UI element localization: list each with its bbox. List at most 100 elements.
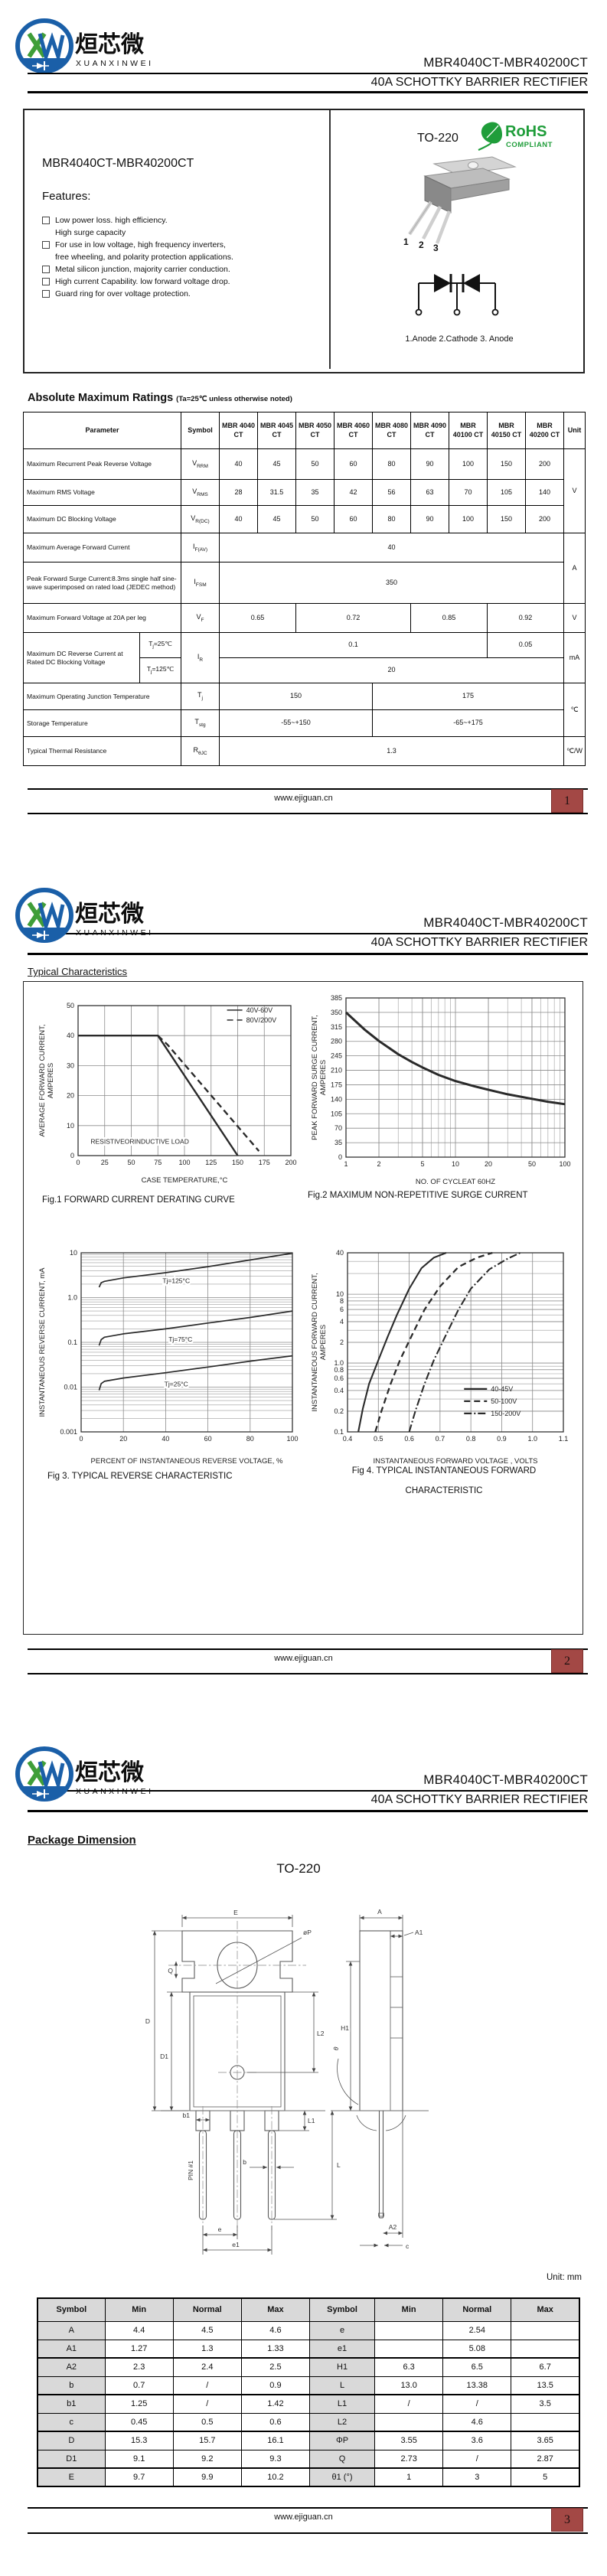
- table-cell: Q: [308, 2449, 376, 2469]
- table-cell: 150: [487, 505, 526, 533]
- page-number: 1: [564, 794, 570, 807]
- fig3-caption: Fig 3. TYPICAL REVERSE CHARACTERISTIC: [47, 1472, 233, 1481]
- table-cell: Max: [240, 2297, 310, 2322]
- svg-text:1.0: 1.0: [334, 1359, 344, 1367]
- svg-text:0.1: 0.1: [334, 1428, 344, 1436]
- divider: [28, 1790, 588, 1792]
- table-cell: c: [37, 2412, 106, 2432]
- dim-label-e: e: [218, 2225, 222, 2233]
- divider: [329, 110, 331, 369]
- table-cell: Storage Temperature: [23, 709, 181, 737]
- divider: [28, 91, 588, 93]
- table-cell: 60: [334, 448, 373, 480]
- rohs-logo: RoHS COMPLIANT: [478, 122, 552, 152]
- footer-site: www.ejiguan.cn: [274, 794, 333, 803]
- dim-label-c: c: [406, 2242, 410, 2250]
- table-cell: 0.05: [487, 632, 564, 658]
- feature-text: For use in low voltage, high frequency i…: [55, 240, 226, 249]
- svg-text:0.001: 0.001: [60, 1428, 77, 1436]
- table-cell: 80: [372, 448, 411, 480]
- table-cell: 100: [449, 505, 488, 533]
- svg-text:1.0: 1.0: [67, 1294, 77, 1302]
- dim-label-D1: D1: [160, 2053, 168, 2060]
- table-cell: 100: [449, 448, 488, 480]
- package-name: TO-220: [276, 1861, 321, 1876]
- divider: [28, 1810, 588, 1812]
- features-list: Low power loss. high efficiency. High su…: [42, 214, 318, 300]
- table-cell: 15.7: [172, 2431, 242, 2450]
- svg-text:20: 20: [119, 1435, 127, 1443]
- svg-text:40-45V: 40-45V: [491, 1385, 513, 1393]
- svg-text:100: 100: [559, 1160, 570, 1168]
- table-cell: 31.5: [257, 479, 296, 506]
- table-cell: 6.7: [511, 2357, 580, 2377]
- table-cell: 0.6: [240, 2412, 310, 2432]
- table-cell: 45: [257, 448, 296, 480]
- svg-text:10: 10: [336, 1290, 344, 1298]
- svg-text:150: 150: [232, 1159, 243, 1166]
- svg-text:30: 30: [67, 1061, 74, 1069]
- table-cell: Maximum Operating Junction Temperature: [23, 683, 181, 710]
- svg-text:125: 125: [205, 1159, 217, 1166]
- company-logo: 烜芯微 XUANXINWEI: [15, 888, 151, 943]
- svg-text:100: 100: [286, 1435, 298, 1443]
- table-cell: 0.5: [172, 2412, 242, 2432]
- table-cell: Maximum Average Forward Current: [23, 533, 181, 562]
- svg-text:80V/200V: 80V/200V: [246, 1016, 277, 1024]
- table-cell: 40: [219, 505, 258, 533]
- table-cell: 50: [295, 505, 335, 533]
- table-cell: 140: [525, 479, 564, 506]
- svg-text:INSTANTANEOUS REVERSE CURREN: INSTANTANEOUS REVERSE CURRENT, mA: [38, 1267, 47, 1417]
- table-cell: MBR 4040 CT: [219, 412, 258, 449]
- checkbox-icon: [42, 278, 50, 285]
- svg-text:150-200V: 150-200V: [491, 1410, 521, 1417]
- table-cell: 9.9: [172, 2467, 242, 2487]
- unit-note: Unit: mm: [547, 2273, 582, 2282]
- fig4-chart: 0.4 0.5 0.6 0.7 0.8 0.9 1.0 1.10.10.20.40.60.81…: [311, 1249, 568, 1466]
- table-cell: 5.08: [442, 2339, 512, 2359]
- svg-text:4: 4: [340, 1318, 344, 1325]
- table-cell: VRRM: [181, 448, 220, 480]
- table-cell: 56: [372, 479, 411, 506]
- doc-subtitle: 40A SCHOTTKY BARRIER RECTIFIER: [370, 1793, 588, 1806]
- svg-text:40V-60V: 40V-60V: [246, 1006, 273, 1014]
- table-cell: /: [442, 2449, 512, 2469]
- svg-text:Tj=25°C: Tj=25°C: [165, 1380, 188, 1387]
- table-cell: Maximum DC Reverse Current at Rated DC B…: [23, 632, 140, 683]
- svg-text:0: 0: [76, 1159, 80, 1166]
- dim-label-A: A: [377, 1908, 382, 1916]
- table-cell: /: [172, 2394, 242, 2414]
- svg-text:AVERAGE FORWARD CURRENT,: AVERAGE FORWARD CURRENT,: [38, 1024, 47, 1136]
- dim-label-theta: θ: [331, 2046, 340, 2052]
- table-cell: 150: [219, 683, 373, 710]
- page-number-badge: 3: [551, 2508, 583, 2532]
- svg-text:100: 100: [178, 1159, 190, 1166]
- pin-number: 2: [419, 240, 424, 250]
- svg-text:Tj=75°C: Tj=75°C: [168, 1335, 192, 1343]
- table-cell: 2.54: [442, 2320, 512, 2340]
- table-cell: 150: [487, 448, 526, 480]
- svg-text:0.8: 0.8: [334, 1366, 344, 1374]
- table-cell: /: [374, 2394, 444, 2414]
- checkbox-icon: [42, 290, 50, 298]
- dim-label-D: D: [145, 2017, 150, 2025]
- svg-text:0.2: 0.2: [334, 1407, 344, 1415]
- doc-title: MBR4040CT-MBR40200CT: [423, 1772, 588, 1787]
- svg-text:CASE TEMPERATURE,°C: CASE TEMPERATURE,°C: [142, 1176, 228, 1185]
- table-cell: Maximum Recurrent Peak Reverse Voltage: [23, 448, 181, 480]
- table-cell: MBR 4045 CT: [257, 412, 296, 449]
- svg-text:70: 70: [335, 1124, 342, 1132]
- doc-title: MBR4040CT-MBR40200CT: [423, 915, 588, 930]
- table-cell: A2: [37, 2357, 106, 2377]
- table-cell: 50: [295, 448, 335, 480]
- svg-text:10: 10: [67, 1122, 74, 1130]
- feature-text: High surge capacity: [55, 228, 126, 237]
- table-cell: Parameter: [23, 412, 181, 449]
- table-cell: 9.7: [104, 2467, 174, 2487]
- table-cell: 200: [525, 448, 564, 480]
- rohs-text: RoHS: [505, 123, 547, 140]
- table-cell: 42: [334, 479, 373, 506]
- dim-label-phiP: øP: [303, 1929, 312, 1936]
- checkbox-icon: [42, 266, 50, 273]
- table-cell: H1: [308, 2357, 376, 2377]
